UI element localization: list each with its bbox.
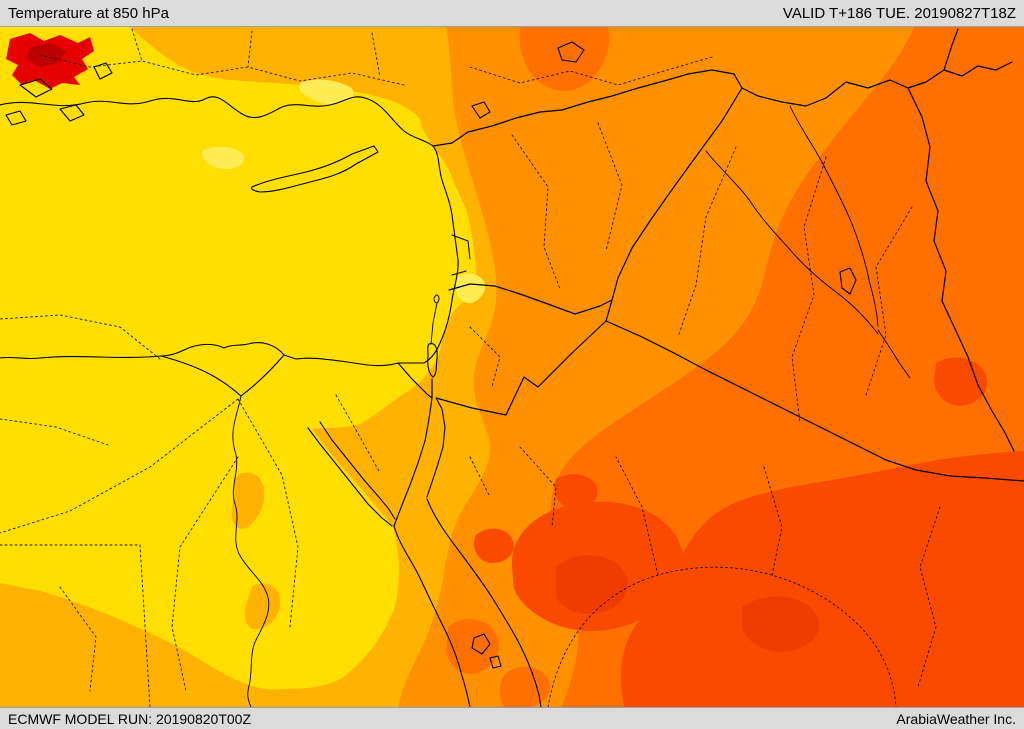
syria-iraq-border [611,87,743,301]
admin-dotted-iraq [677,146,913,424]
footer-bar: ECMWF MODEL RUN: 20190820T00Z ArabiaWeat… [0,707,1024,729]
temp-blob-red-orange-sat-2 [554,474,598,510]
admin-dotted-egypt [0,314,381,707]
map-title: Temperature at 850 hPa [8,4,169,22]
jordan-saudi-border [435,320,607,416]
valid-time-label: VALID T+186 TUE. 20190827T18Z [782,4,1016,22]
lebanon-border [451,234,471,276]
temp-blob-red-orange-sat-1 [473,528,514,563]
temp-blob-deep-red-1 [556,555,628,614]
temp-patch-pale-yellow-2 [455,273,486,304]
temp-blob-red-orange-east [934,357,988,406]
temperature-map [0,27,1024,707]
temp-patch-nile-warm-1 [231,472,265,529]
temp-patch-deep-orange-redsea-2 [499,666,550,707]
admin-dotted-turkey [39,28,713,86]
coastlines [0,41,911,707]
temp-blob-deep-red-2 [742,596,820,652]
admin-boundaries-dotted [0,28,941,707]
egypt-coast-delta [0,342,399,367]
temp-blob-dark-red-aegean-core [26,43,66,67]
credit-label: ArabiaWeather Inc. [896,710,1016,727]
turkey-south-coast [0,96,434,147]
syria-jordan-border [448,283,613,315]
model-run-label: ECMWF MODEL RUN: 20190820T00Z [8,710,251,727]
sea-of-galilee-jordan-river [430,294,440,345]
red-sea-west-coast [393,525,471,707]
iran-iraq-border [907,87,1015,452]
header-bar: Temperature at 850 hPa VALID T+186 TUE. … [0,0,1024,27]
aegean-islands [5,62,113,126]
temp-layer-yellow [0,27,476,690]
admin-dotted-syria-jordan [469,122,623,388]
red-sea-east-coast [426,498,542,707]
temp-patch-pale-yellow-1 [300,79,354,105]
temperature-field [0,27,1024,707]
dead-sea [427,343,438,378]
cyprus-island [250,145,379,193]
gulf-of-aqaba [393,397,446,527]
egypt-israel-border [397,362,433,399]
temp-patch-nile-warm-2 [244,583,281,630]
temp-patch-deep-orange-east-strip [932,66,1001,219]
iraq-saudi-border [605,299,1024,482]
temp-patch-deep-orange-anatolia [519,27,610,91]
levant-coast [397,145,459,364]
nile-river [232,395,270,707]
inland-lakes [471,41,857,295]
euphrates-tigris-rivers [705,105,911,379]
gulf-of-suez [307,421,396,527]
country-borders [397,28,1024,482]
temp-patch-pale-yellow-3 [202,146,245,170]
temp-layer-red-orange [620,451,1024,707]
red-sea-islands [471,633,502,669]
admin-dotted-saudi [469,446,941,707]
